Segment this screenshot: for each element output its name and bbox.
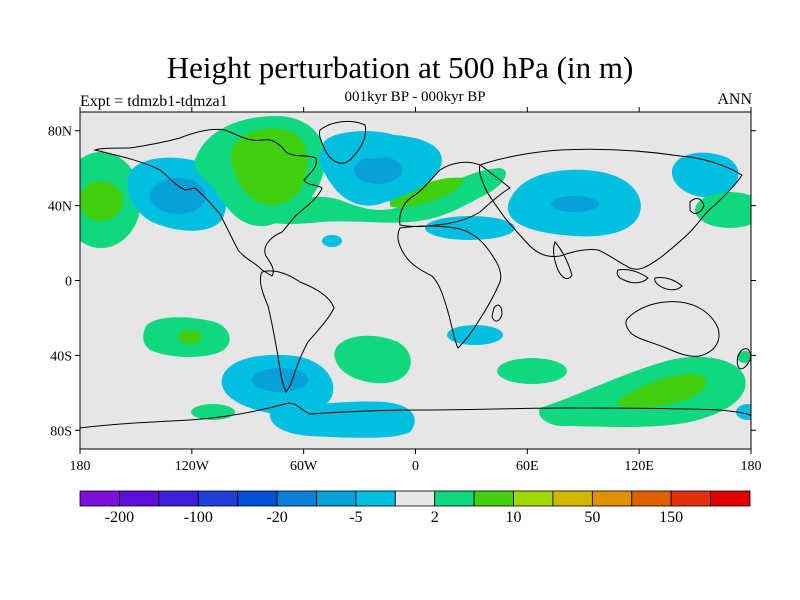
colorbar-label: -200 [105, 509, 134, 526]
contour-blob-asia-blue-core [551, 196, 599, 212]
colorbar-swatch [473, 490, 514, 507]
colorbar-swatch [591, 490, 633, 507]
colorbar-swatch [552, 490, 593, 507]
latitude-axis: 80N 40N 0 40S 80S [48, 125, 756, 439]
longitude-axis: 180 120W 60W 0 60E 120E 180 [70, 107, 762, 474]
contour-blob-atlantic-green [262, 168, 506, 224]
contour-blob-arctic-blue [323, 131, 407, 159]
lon-tick-label: 60W [290, 459, 318, 474]
colorbar-swatch [394, 490, 436, 507]
colorbar-label: 10 [506, 509, 522, 526]
contour-blob-south-indian-blue [447, 325, 503, 345]
contour-blob-south-america-blue-core [252, 368, 308, 392]
contour-fills [80, 115, 751, 438]
colorbar-swatch [631, 490, 672, 507]
colorbar-swatch [513, 490, 554, 507]
colorbar-swatch [158, 490, 199, 507]
contour-blob-ne-pacific-green [695, 192, 751, 228]
colorbar-swatch [670, 490, 711, 507]
colorbar-swatch [316, 490, 357, 507]
colorbar-swatch [434, 490, 475, 507]
contour-blob-nw-pacific-green-core [80, 181, 123, 221]
lon-tick-label: 180 [70, 459, 91, 474]
colorbar: -200 -100 -20 -5 2 10 50 150 [79, 490, 751, 526]
lat-tick-label: 40S [50, 349, 72, 364]
contour-blob-south-atlantic-green [334, 335, 411, 384]
season-label: ANN [717, 91, 752, 108]
colorbar-label: 150 [659, 509, 683, 526]
plot-title: Height perturbation at 500 hPa (in m) [166, 50, 634, 85]
contour-blob-north-pacific-blue-core [150, 178, 206, 214]
lon-tick-label: 120W [175, 459, 210, 474]
colorbar-swatch [355, 490, 396, 507]
colorbar-label: -5 [349, 509, 362, 526]
contour-blob-south-east-green-core [618, 373, 707, 408]
contour-blob-north-america-green-core [231, 128, 308, 205]
contour-blob-ne-asia-blue [671, 152, 739, 198]
lon-tick-label: 180 [741, 459, 762, 474]
contour-blob-south-indian-green [497, 358, 567, 384]
contour-blob-east-small-green [737, 351, 751, 363]
colorbar-swatch [79, 490, 120, 507]
colorbar-swatch [276, 490, 317, 507]
colorbar-label: 2 [431, 509, 439, 526]
coastlines [80, 120, 751, 429]
lat-tick-label: 0 [65, 275, 72, 290]
lon-tick-label: 60E [516, 459, 539, 474]
colorbar-swatch [237, 490, 278, 507]
contour-blob-south-pacific-green-core [178, 330, 202, 344]
plot-subtitle: 001kyr BP - 000kyr BP [344, 89, 486, 105]
lat-tick-label: 80S [50, 424, 72, 439]
lat-tick-label: 80N [48, 125, 72, 140]
colorbar-swatch [119, 490, 160, 507]
contour-blob-far-south-east-blue [736, 404, 751, 420]
contour-blob-africa-blue [425, 216, 515, 240]
colorbar-swatch [710, 490, 751, 507]
lat-tick-label: 40N [48, 200, 72, 215]
lon-tick-label: 0 [412, 459, 419, 474]
colorbar-label: -100 [184, 509, 213, 526]
contour-blob-north-atlantic-blue-core [354, 156, 402, 184]
colorbar-swatch [197, 490, 239, 507]
contour-blob-atlantic-small-blue [322, 235, 342, 247]
colorbar-label: -20 [266, 509, 287, 526]
lon-tick-label: 120E [624, 459, 654, 474]
colorbar-label: 50 [584, 509, 600, 526]
experiment-label: Expt = tdmzb1-tdmza1 [80, 93, 228, 110]
